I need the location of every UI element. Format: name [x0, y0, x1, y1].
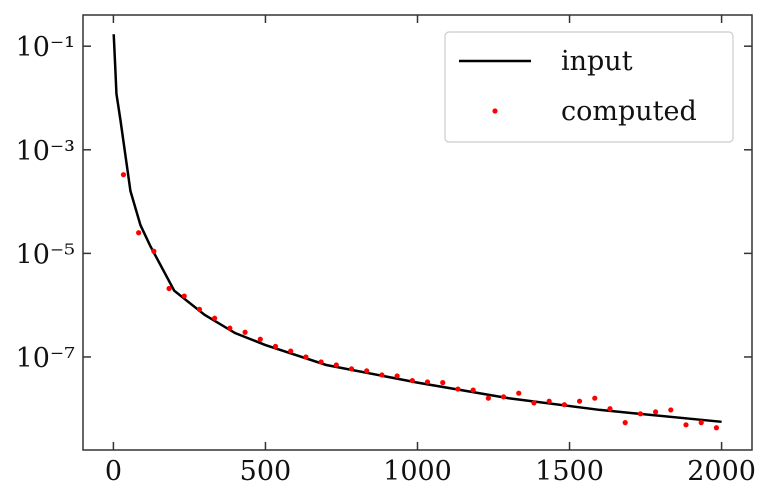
point [166, 285, 172, 292]
legend-label: input [561, 46, 633, 77]
point [592, 395, 598, 401]
point [120, 172, 127, 178]
point [348, 366, 355, 372]
x-tick-label: 1500 [535, 456, 604, 487]
plot-frame [82, 14, 753, 451]
point [196, 306, 203, 312]
x-tick-label: 2000 [687, 456, 756, 487]
x-tick-label: 500 [240, 456, 292, 487]
point [409, 377, 415, 384]
x-tick-label: 0 [105, 456, 122, 487]
point [576, 398, 583, 404]
point [257, 336, 263, 342]
point [136, 230, 142, 236]
point [394, 373, 400, 379]
point [424, 379, 431, 385]
point [181, 293, 187, 299]
legend-box [444, 31, 734, 143]
legend-label: computed [561, 96, 697, 127]
y-tick-label: 10⁻⁵ [16, 239, 75, 270]
point [516, 390, 522, 396]
point [151, 248, 157, 254]
point [272, 343, 279, 350]
point [683, 422, 689, 428]
point [500, 394, 507, 400]
point [455, 386, 461, 392]
point [668, 407, 674, 413]
point [531, 400, 537, 406]
point [607, 406, 613, 412]
point [637, 411, 643, 417]
point [333, 362, 339, 368]
x-tick-label: 1000 [383, 456, 452, 487]
point [227, 325, 233, 331]
y-tick-label: 10⁻⁷ [16, 343, 76, 374]
point [653, 409, 659, 415]
point [713, 425, 720, 431]
point [212, 315, 218, 321]
point [485, 395, 491, 401]
plot-area [112, 34, 722, 431]
y-tick-label: 10⁻³ [16, 136, 75, 167]
line [112, 34, 722, 424]
point [379, 372, 385, 378]
point [622, 420, 628, 426]
point [698, 420, 704, 426]
y-tick-label: 10⁻¹ [16, 32, 75, 63]
point [288, 348, 294, 354]
point [318, 359, 324, 365]
point [303, 354, 309, 360]
point [440, 380, 446, 386]
point [364, 368, 370, 374]
point [561, 402, 567, 408]
legend-swatch [492, 108, 498, 114]
point [470, 387, 476, 393]
point [242, 329, 248, 335]
point [546, 398, 552, 404]
